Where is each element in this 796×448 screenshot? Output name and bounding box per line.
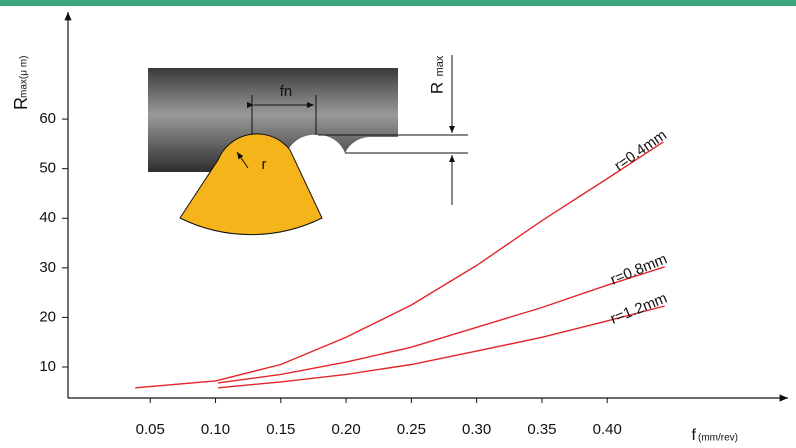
series-label: r=0.4mm [611,126,670,174]
x-tick-label: 0.25 [397,421,426,438]
annotation: r [262,156,267,173]
series-label: r=1.2mm [608,290,670,328]
x-tick-label: 0.20 [331,421,360,438]
y-tick-label: 40 [39,209,56,226]
y-label-sub: max(μ m) [19,56,30,98]
annotation: fn [280,83,293,100]
x-label: f [692,427,697,444]
series-label: r=0.8mm [608,250,670,288]
x-tick-label: 0.15 [266,421,295,438]
diagram [148,55,468,235]
x-label-sub: (mm/rev) [698,433,738,444]
x-tick-label: 0.40 [593,421,622,438]
x-tick-label: 0.05 [136,421,165,438]
y-tick-label: 10 [39,358,56,375]
top-bar [0,0,796,6]
y-tick-label: 60 [39,110,56,127]
annotation: max [434,55,446,76]
y-tick-label: 30 [39,259,56,276]
line [218,267,665,383]
line [218,306,665,388]
x-tick-label: 0.30 [462,421,491,438]
chart: R max(μ m) f (mm/rev) fn r R max 1020304… [0,0,796,448]
x-tick-label: 0.35 [527,421,556,438]
annotation: R [427,82,446,94]
y-tick-label: 20 [39,308,56,325]
x-tick-label: 0.10 [201,421,230,438]
y-tick-label: 50 [39,160,56,177]
